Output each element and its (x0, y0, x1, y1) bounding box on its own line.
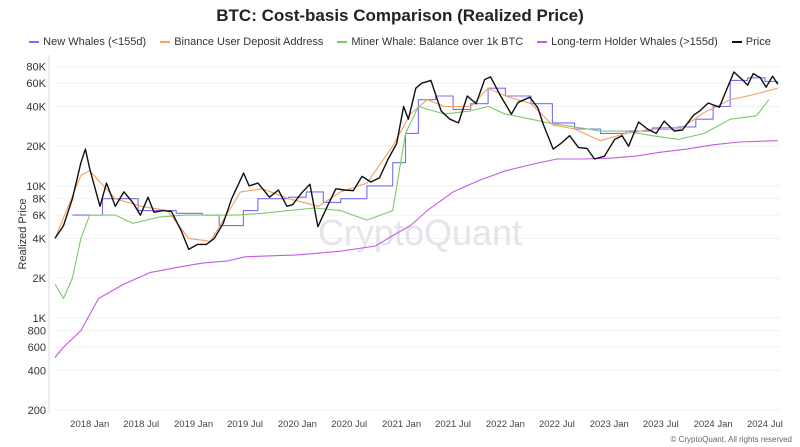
watermark-logo: CryptoQuant (318, 212, 522, 253)
legend-item[interactable]: Long-term Holder Whales (>155d) (537, 36, 718, 48)
y-tick-label: 8K (33, 194, 47, 206)
legend-item[interactable]: Binance User Deposit Address (160, 36, 323, 48)
legend-swatch (160, 41, 171, 44)
y-tick-label: 1K (33, 313, 47, 325)
x-tick-label: 2020 Jan (278, 419, 317, 430)
x-tick-label: 2022 Jan (486, 419, 525, 430)
x-tick-label: 2024 Jan (694, 419, 733, 430)
y-tick-label: 4K (33, 233, 47, 245)
x-tick-label: 2021 Jan (382, 419, 421, 430)
x-tick-label: 2022 Jul (539, 419, 575, 430)
x-tick-label: 2021 Jul (435, 419, 471, 430)
x-tick-label: 2023 Jan (590, 419, 629, 430)
copyright-notice: © CryptoQuant. All rights reserved (670, 435, 793, 444)
x-tick-label: 2024 Jul (747, 419, 783, 430)
legend-label: New Whales (<155d) (43, 36, 147, 48)
series-line-long-term-holder-whales-155d (54, 140, 778, 358)
legend-swatch (337, 41, 348, 44)
legend-label: Binance User Deposit Address (174, 36, 324, 48)
y-tick-label: 40K (26, 101, 46, 113)
legend-item[interactable]: New Whales (<155d) (29, 36, 146, 48)
y-tick-label: 200 (28, 405, 46, 417)
y-tick-label: 600 (28, 342, 46, 354)
y-tick-label: 80K (26, 62, 46, 74)
x-tick-label: 2019 Jan (174, 419, 213, 430)
y-tick-label: 20K (26, 141, 46, 153)
y-tick-label: 800 (28, 326, 46, 338)
x-tick-label: 2023 Jul (643, 419, 679, 430)
y-tick-label: 2K (33, 273, 47, 285)
legend-swatch (731, 41, 742, 44)
x-tick-label: 2018 Jan (70, 419, 109, 430)
series-line-price (54, 71, 779, 251)
x-tick-label: 2018 Jul (123, 419, 159, 430)
x-tick-label: 2019 Jul (227, 419, 263, 430)
legend-label: Miner Whale: Balance over 1k BTC (351, 36, 524, 48)
legend-item[interactable]: Miner Whale: Balance over 1k BTC (337, 36, 523, 48)
y-tick-label: 400 (28, 365, 46, 377)
series-line-new-whales-155d (72, 77, 779, 227)
y-tick-label: 6K (33, 210, 47, 222)
legend-swatch (29, 41, 40, 44)
chart-title: BTC: Cost-basis Comparison (Realized Pri… (216, 6, 584, 25)
x-tick-label: 2020 Jul (331, 419, 367, 430)
legend-swatch (537, 41, 548, 44)
legend-label: Price (745, 36, 771, 48)
y-tick-label: 60K (26, 78, 46, 90)
legend-label: Long-term Holder Whales (>155d) (551, 36, 718, 48)
series-line-miner-whale-balance-over-1k-btc (54, 99, 770, 300)
legend: New Whales (<155d) Binance User Deposit A… (0, 36, 800, 48)
y-tick-label: 10K (26, 181, 46, 193)
legend-item[interactable]: Price (731, 36, 771, 48)
